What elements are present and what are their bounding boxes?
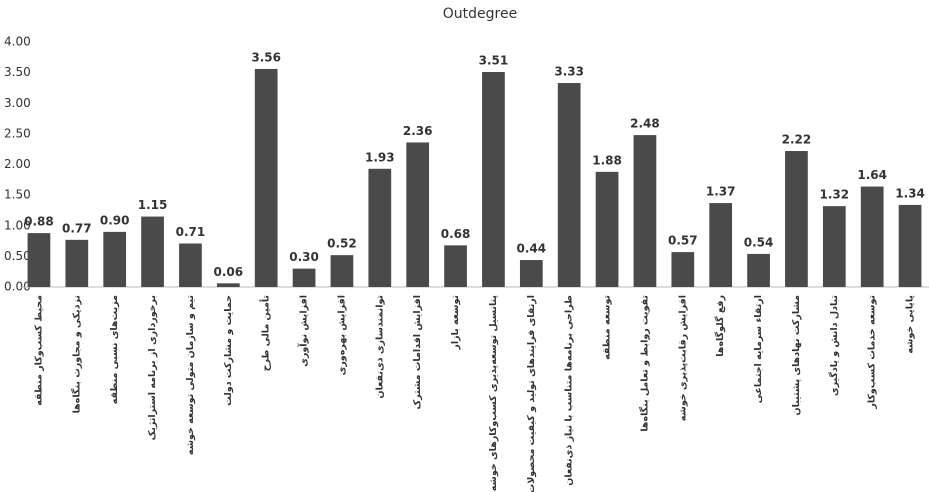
- y-tick-label: 0.00: [4, 280, 31, 294]
- bar: [785, 151, 808, 287]
- bar: [292, 268, 316, 287]
- value-label: 1.88: [592, 153, 622, 167]
- value-label: 0.57: [668, 234, 698, 248]
- bar: [557, 83, 581, 287]
- value-label: 0.77: [62, 221, 92, 235]
- value-label: 0.90: [100, 213, 130, 227]
- value-label: 2.22: [782, 133, 812, 147]
- value-label: 0.52: [327, 237, 357, 251]
- y-tick-label: 2.00: [4, 157, 31, 171]
- y-tick-label: 1.00: [4, 218, 31, 232]
- y-tick-label: 1.50: [4, 188, 31, 202]
- x-tick-label: توسعه بازار: [450, 295, 461, 351]
- value-label: 3.33: [554, 65, 584, 79]
- value-label: 0.88: [24, 215, 54, 229]
- bar: [595, 171, 619, 287]
- value-label: 0.44: [517, 242, 547, 256]
- x-tick-label: نزدیکی و مجاورت بنگاه‌ها: [70, 295, 82, 413]
- x-tick-label: برخورداری از برنامه استراتژیک: [147, 295, 158, 440]
- value-label: 1.93: [365, 150, 395, 164]
- value-label: 1.32: [820, 188, 850, 202]
- x-tick-label: توانمندسازی ذی‌نفعان: [374, 295, 385, 399]
- value-label: 0.30: [289, 250, 319, 264]
- bar: [671, 252, 695, 287]
- bar: [179, 243, 202, 287]
- value-label: 0.68: [441, 227, 471, 241]
- value-label: 1.37: [706, 185, 736, 199]
- x-tick-label: افزایش رقابت‌پذیری خوشه: [677, 295, 688, 421]
- x-tick-label: پایایی خوشه: [905, 295, 916, 354]
- bar: [406, 142, 430, 287]
- bar: [216, 283, 240, 287]
- value-label: 2.48: [630, 117, 660, 131]
- value-label: 0.54: [744, 235, 774, 249]
- x-tick-label: افزایش اقدامات مشترک: [412, 295, 423, 410]
- x-tick-label: ارتقای فرایندهای تولید و کیفیت محصولات: [526, 295, 537, 492]
- bar: [822, 206, 846, 287]
- bar: [103, 231, 127, 287]
- x-tick-label: رفع گلوگاه‌ها: [714, 295, 726, 357]
- x-tick-label: پتانسیل توسعه‌پذیری کسب‌وکارهای خوشه: [488, 295, 499, 491]
- bar: [482, 72, 505, 287]
- x-tick-label: ارتقاء سرمایه اجتماعی: [753, 295, 764, 403]
- value-label: 2.36: [403, 124, 433, 138]
- x-tick-label: حمایت و مشارکت دولت: [223, 295, 234, 406]
- value-label: 1.34: [895, 186, 925, 200]
- bar: [27, 233, 51, 287]
- bar: [444, 245, 467, 287]
- x-tick-label: توسعه منطقه: [602, 295, 613, 360]
- y-tick-label: 3.50: [4, 65, 31, 79]
- value-label: 0.06: [214, 265, 244, 279]
- bar: [141, 216, 164, 287]
- y-tick-label: 2.50: [4, 126, 31, 140]
- x-tick-label: افزایش نوآوری: [297, 295, 310, 367]
- bar: [633, 135, 657, 287]
- bar: [747, 253, 770, 287]
- x-tick-label: مشارکت نهادهای پشتیبان: [791, 295, 802, 416]
- value-label: 0.71: [176, 225, 206, 239]
- bar: [65, 239, 89, 287]
- y-tick-label: 4.00: [4, 35, 31, 49]
- value-label: 1.15: [138, 198, 168, 212]
- value-label: 3.56: [251, 50, 281, 64]
- y-tick-label: 3.00: [4, 96, 31, 110]
- bar: [254, 68, 278, 287]
- bar: [898, 204, 922, 287]
- x-tick-label: توسعه خدمات کسب‌وکار: [867, 295, 878, 410]
- value-label: 3.51: [479, 54, 509, 68]
- chart-title: Outdegree: [443, 6, 517, 22]
- value-label: 1.64: [857, 168, 887, 182]
- x-tick-label: افزایش بهره‌وری: [336, 295, 347, 375]
- x-tick-label: تبادل دانش و یادگیری: [828, 295, 840, 396]
- x-tick-label: تیم و سازمان متولی توسعه خوشه: [185, 295, 196, 455]
- bar: [368, 168, 392, 287]
- bar: [709, 203, 733, 287]
- bar: [519, 260, 543, 287]
- x-tick-label: مزیت‌های نسبی منطقه: [109, 295, 120, 404]
- x-tick-label: تأمین مالی طرح: [259, 295, 272, 371]
- x-tick-label: تقویت روابط و تعامل بنگاه‌ها: [638, 295, 650, 432]
- y-tick-label: 0.50: [4, 249, 31, 263]
- x-tick-label: محیط کسب‌وکار منطقه: [33, 295, 44, 406]
- bar: [330, 255, 354, 287]
- bar: [860, 186, 884, 287]
- x-tick-label: طراحی برنامه‌ها متناسب با نیاز ذی‌نفعان: [564, 295, 575, 486]
